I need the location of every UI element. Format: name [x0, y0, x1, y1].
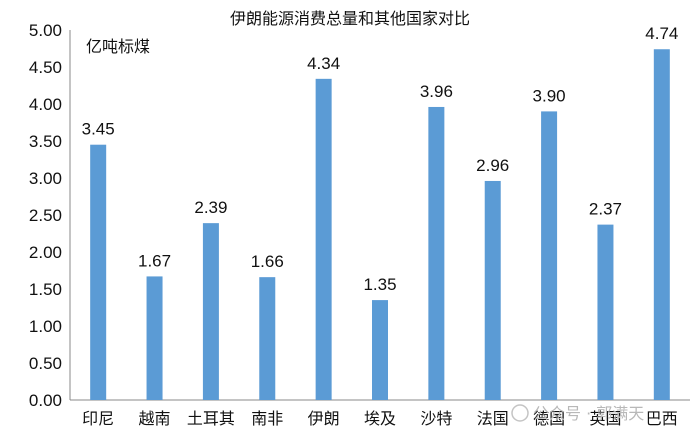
x-tick-label: 埃及 [364, 409, 396, 428]
x-tick-label: 南非 [251, 409, 283, 428]
bar [653, 49, 670, 401]
y-tick-label: 1.50 [29, 280, 62, 299]
bar [541, 111, 558, 401]
data-label: 3.45 [82, 120, 115, 139]
data-label: 3.96 [420, 82, 453, 101]
x-tick-label: 法国 [477, 409, 509, 428]
x-tick-label: 沙特 [420, 409, 452, 428]
data-label: 4.34 [307, 54, 340, 73]
data-label: 2.37 [589, 200, 622, 219]
x-tick-label: 印尼 [82, 409, 114, 428]
x-tick-label: 伊朗 [308, 409, 340, 428]
bar [202, 223, 219, 400]
x-tick-label: 英国 [589, 409, 621, 428]
bar [597, 224, 614, 400]
y-tick-label: 1.00 [29, 317, 62, 336]
y-tick-label: 0.50 [29, 354, 62, 373]
y-tick-label: 0.00 [29, 391, 62, 410]
bar [259, 277, 276, 400]
bar [428, 106, 445, 401]
y-tick-label: 3.00 [29, 169, 62, 188]
data-label: 1.67 [138, 251, 171, 270]
y-tick-label: 4.50 [29, 58, 62, 77]
watermark: 公众号 · 郭满天 [511, 404, 644, 423]
bars-group [90, 49, 670, 401]
y-tick-label: 4.00 [29, 95, 62, 114]
y-tick-label: 3.50 [29, 132, 62, 151]
wechat-icon [511, 404, 529, 422]
x-tick-label: 越南 [139, 409, 171, 428]
data-label: 4.74 [645, 24, 678, 43]
data-label: 2.96 [476, 156, 509, 175]
y-tick-label: 2.50 [29, 206, 62, 225]
x-axis: 印尼 越南 土耳其 南非 伊朗 埃及 沙特 法国 德国 英国 巴西 [70, 399, 690, 428]
y-axis: 0.00 0.50 1.00 1.50 2.00 2.50 3.00 3.50 4.00 4.50… [29, 21, 71, 410]
value-labels-group: 3.45 1.67 2.39 1.66 4.34 1.35 3.96 2.96 3.90 2.37… [82, 24, 679, 294]
bar [146, 276, 163, 400]
bar [484, 180, 501, 400]
chart-title: 伊朗能源消费总量和其他国家对比 [230, 9, 470, 28]
y-tick-label: 5.00 [29, 21, 62, 40]
data-label: 3.90 [533, 86, 566, 105]
data-label: 1.66 [251, 252, 284, 271]
bar [90, 144, 107, 400]
bar [315, 78, 332, 400]
unit-label: 亿吨标煤 [86, 37, 150, 56]
data-label: 2.39 [194, 198, 227, 217]
watermark-text: 公众号 · 郭满天 [533, 404, 644, 423]
x-tick-label: 巴西 [646, 409, 678, 428]
y-tick-label: 2.00 [29, 243, 62, 262]
data-label: 1.35 [363, 275, 396, 294]
x-tick-label: 土耳其 [187, 409, 235, 428]
bar [372, 300, 388, 400]
x-tick-label: 德国 [533, 409, 565, 428]
